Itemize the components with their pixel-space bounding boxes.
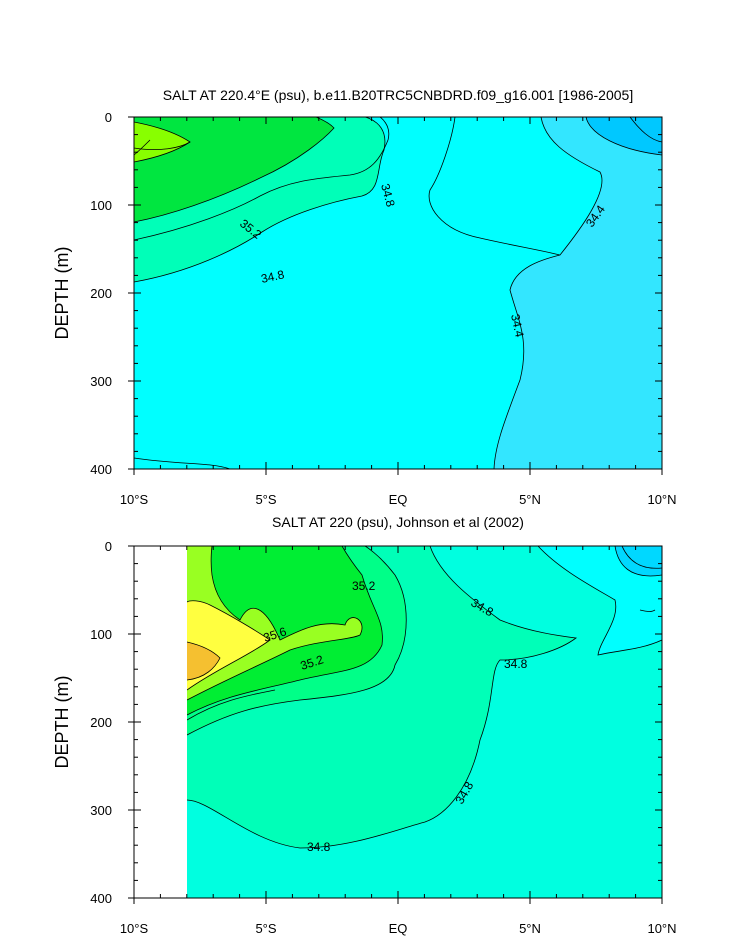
fill-34.3 (494, 117, 662, 469)
y-tick-label: 100 (90, 198, 112, 213)
x-tick-label: 10°N (647, 492, 676, 507)
panel-model-fills (134, 117, 662, 469)
y-tick-label: 200 (90, 286, 112, 301)
x-tick-label: 5°N (519, 921, 541, 936)
x-tick-label: 10°N (647, 921, 676, 936)
fill-35.9 (187, 642, 220, 680)
contour-label: 34.8 (378, 182, 398, 208)
fill-34.5 (538, 546, 662, 655)
panel-model-title: SALT AT 220.4°E (psu), b.e11.B20TRC5CNBD… (163, 87, 633, 103)
contour-label: 35.2 (352, 579, 376, 593)
y-tick-label: 400 (90, 462, 112, 477)
panel-model: SALT AT 220.4°E (psu), b.e11.B20TRC5CNBD… (52, 87, 677, 507)
panel-observed-title: SALT AT 220 (psu), Johnson et al (2002) (272, 514, 524, 530)
fill-35.3 (134, 122, 190, 162)
y-tick-label: 300 (90, 803, 112, 818)
contour-label: 35.2 (299, 652, 326, 673)
panel-model-axes: 10°S 5°S EQ 5°N 10°N 0 100 200 300 400 (90, 110, 676, 507)
contour-label: 34.8 (307, 840, 331, 854)
y-tick-label: 200 (90, 715, 112, 730)
contour-label: 34.4 (508, 313, 527, 339)
panel-model-contours (134, 117, 662, 469)
contour-label: 35.6 (262, 624, 289, 645)
panel-observed-axes: 10°S 5°S EQ 5°N 10°N 0 100 200 300 400 (90, 539, 676, 936)
contour-label: 34.8 (504, 657, 528, 671)
x-tick-label: 10°S (120, 492, 149, 507)
x-tick-label: 5°N (519, 492, 541, 507)
panel-observed-ylabel: DEPTH (m) (52, 676, 72, 769)
x-tick-label: 5°S (255, 921, 276, 936)
panel-model-ylabel: DEPTH (m) (52, 247, 72, 340)
y-tick-label: 100 (90, 627, 112, 642)
x-tick-label: EQ (389, 492, 408, 507)
y-tick-label: 400 (90, 891, 112, 906)
fill-34.7 (187, 546, 662, 898)
y-tick-label: 300 (90, 374, 112, 389)
y-tick-label: 0 (105, 110, 112, 125)
x-tick-label: 5°S (255, 492, 276, 507)
panel-observed-contours (187, 546, 662, 849)
fill-34.1 (586, 117, 662, 155)
y-tick-label: 0 (105, 539, 112, 554)
x-tick-label: 10°S (120, 921, 149, 936)
panel-observed: SALT AT 220 (psu), Johnson et al (2002) (52, 514, 677, 936)
panel-observed-fills (187, 546, 662, 898)
x-tick-label: EQ (389, 921, 408, 936)
contour-label: 34.8 (260, 267, 286, 286)
